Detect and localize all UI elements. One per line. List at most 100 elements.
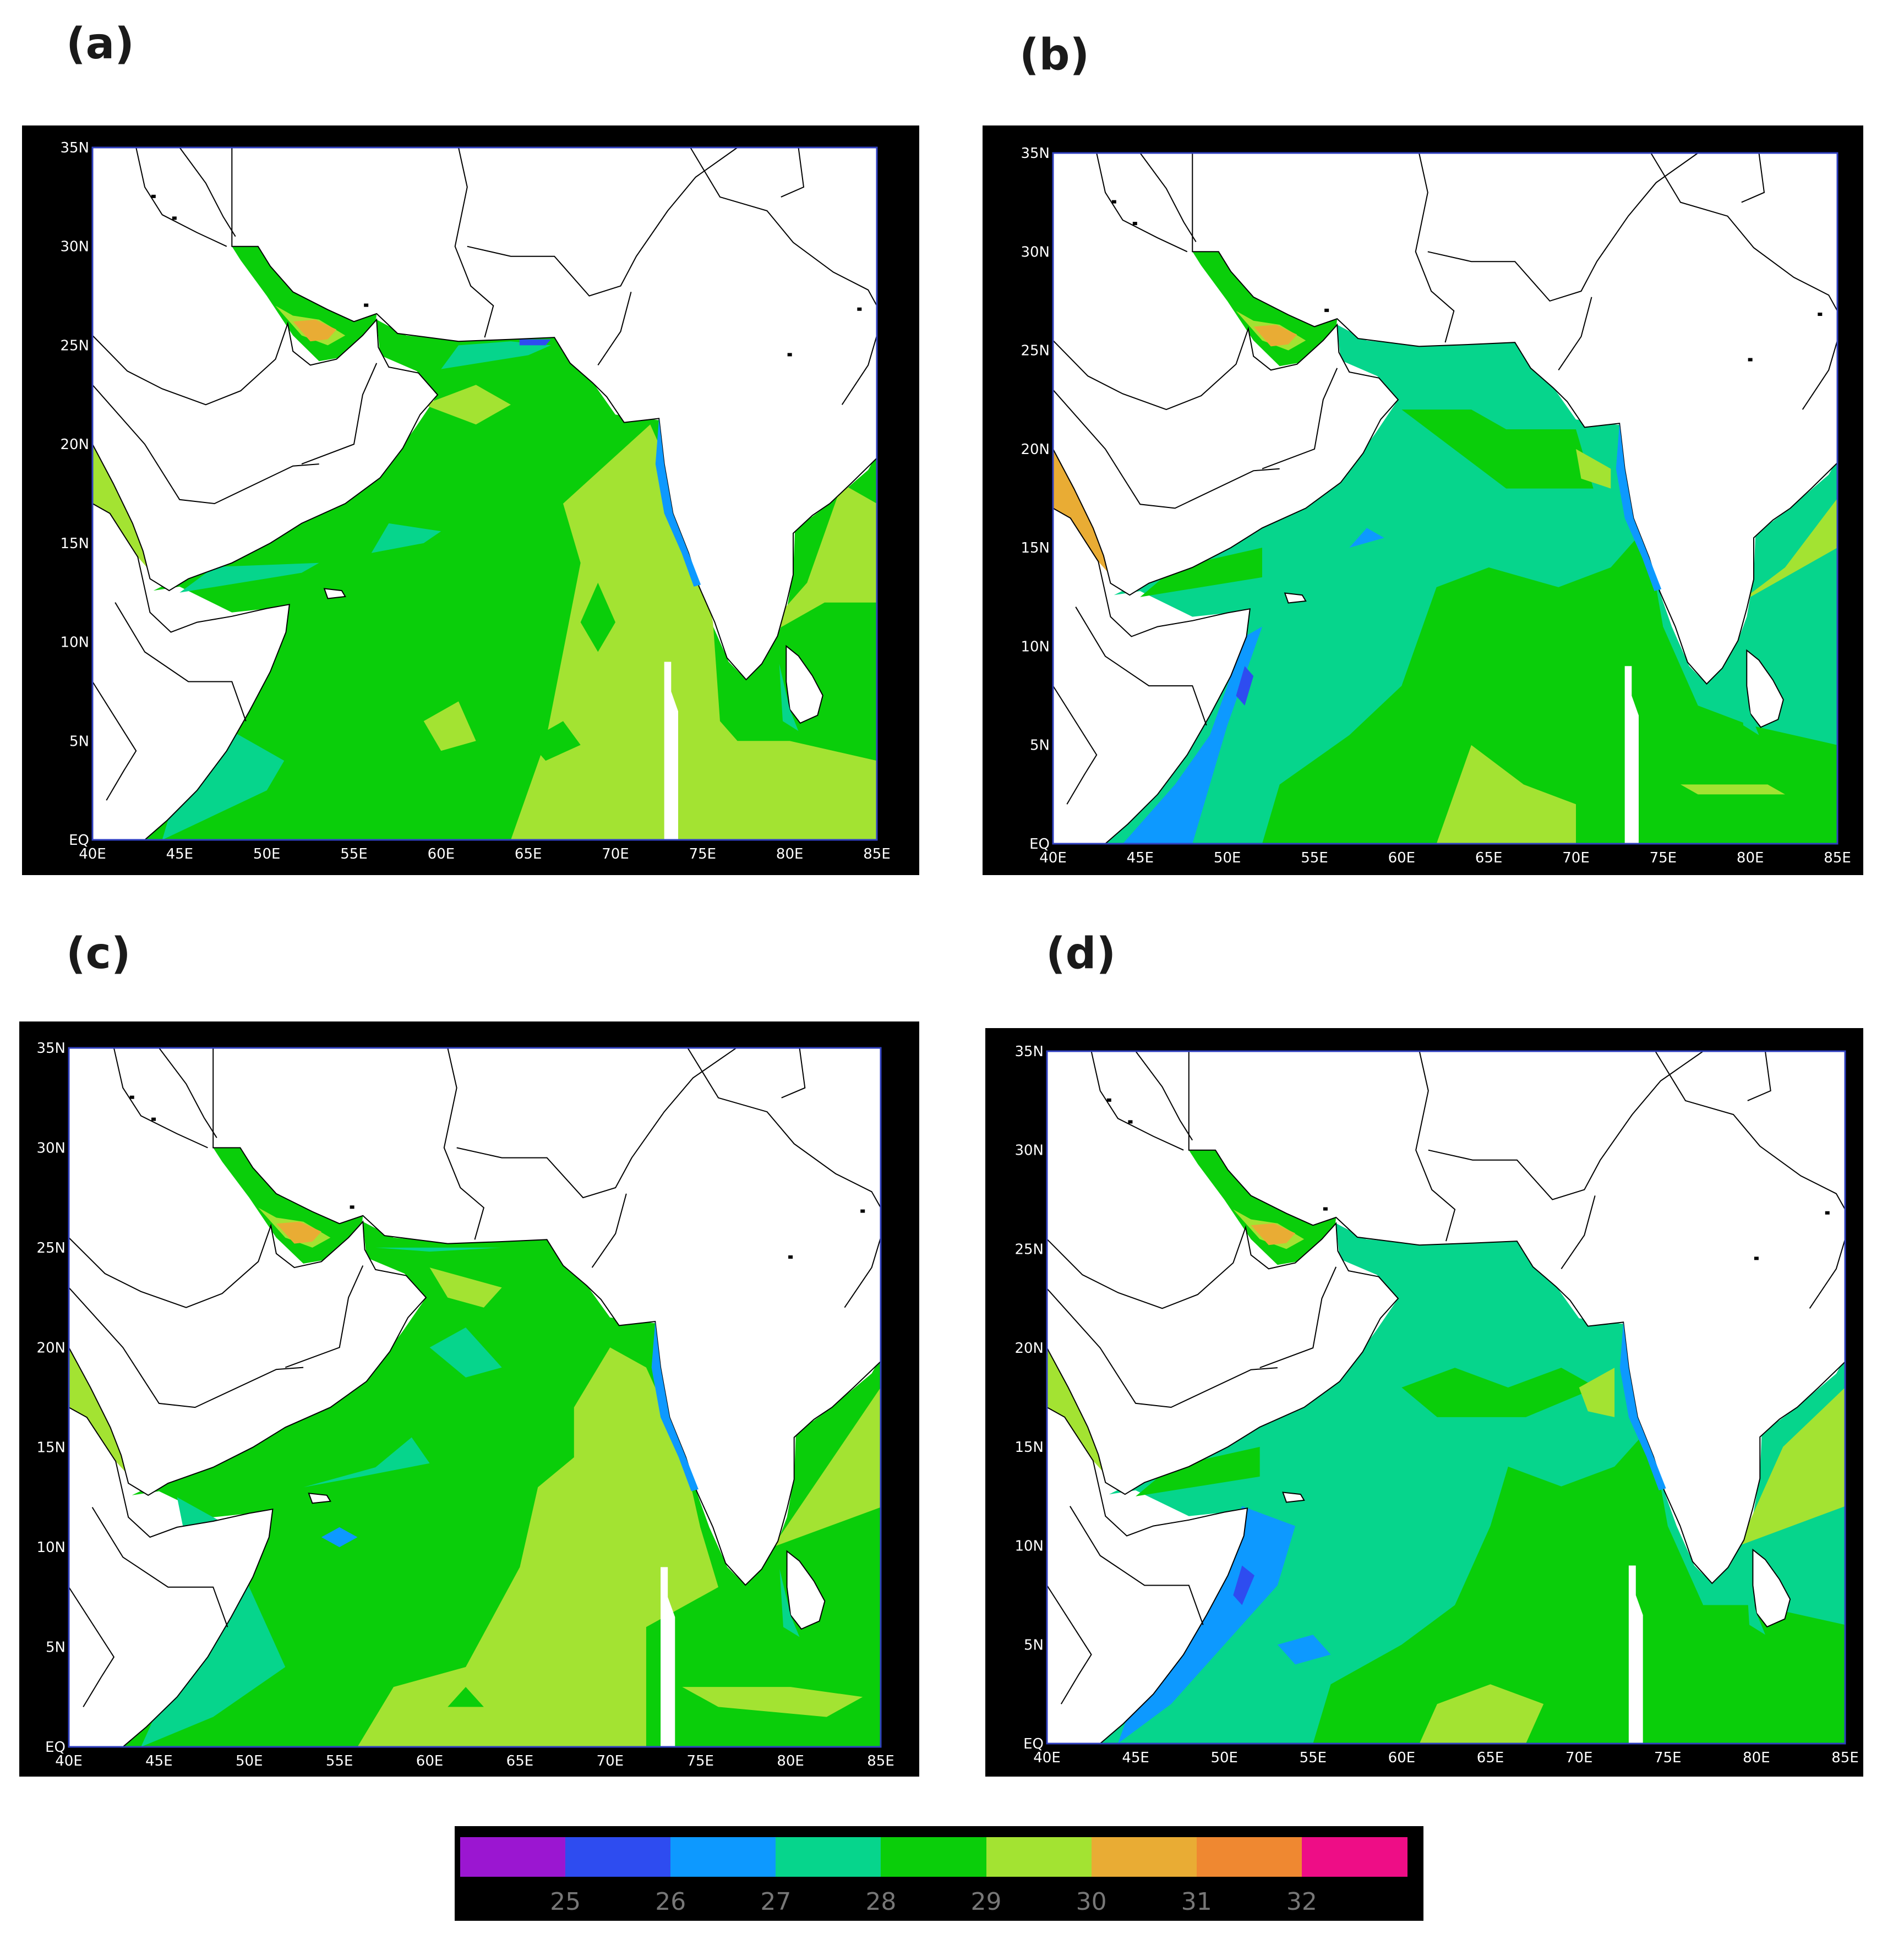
sri-lanka-land [786,1550,826,1630]
lon-tick-label: 40E [55,1753,83,1769]
country-border [1428,1051,1704,1200]
contour-patch [755,484,877,642]
contour-patch [429,1327,502,1378]
country-border [1052,389,1280,509]
coastal-strip [655,418,701,587]
sri-lanka-coastal [779,1569,800,1637]
island-mark [151,1117,156,1121]
lon-tick-label: 85E [1824,850,1851,866]
contour-patch [303,1437,430,1488]
island-mark [1324,308,1329,312]
country-border [1262,368,1338,469]
lon-tick-label: 60E [1388,850,1416,866]
maldives-chain [664,662,678,840]
colorbar-tick-label: 29 [970,1888,1002,1916]
lon-tick-label: 75E [1654,1750,1682,1766]
lat-tick-label: 20N [1014,1340,1044,1357]
arabia-land [1046,1222,1399,1495]
colorbar-swatch [670,1837,777,1877]
contour-patch [511,424,877,840]
lat-tick-label: 35N [1014,1044,1044,1060]
contour-patch [682,1687,863,1717]
arabia-land [1052,323,1399,596]
lat-tick-label: 20N [60,436,89,453]
ocean-field [105,1221,881,1747]
colorbar-tick-label: 27 [760,1888,792,1916]
lon-tick-label: 75E [686,1753,714,1769]
lon-tick-label: 45E [166,846,194,862]
country-border [1655,1051,1846,1210]
maldives-chain [1628,1565,1643,1744]
maldives-chain [1624,666,1639,844]
island-mark [787,353,792,357]
lat-tick-label: 25N [36,1240,66,1256]
africa-land [1046,1406,1248,1744]
island-mark [151,194,156,198]
lat-tick-label: 25N [1021,343,1050,359]
country-border [114,602,247,722]
country-border [1135,1051,1193,1141]
island-mark [857,307,862,311]
africa-land [92,502,290,840]
red-sea [1053,449,1111,576]
lon-tick-label: 50E [236,1753,263,1769]
lon-tick-label: 70E [602,846,629,862]
country-border [301,363,378,465]
contour-patch [1576,449,1611,489]
lon-tick-label: 55E [1300,1750,1327,1766]
country-border [781,1047,806,1099]
lat-tick-label: 5N [46,1640,66,1656]
map-c-svg: 40E 45E 50E 55E 60E 65E 70E 75E 80E 85E EQ 5N 10N 15N… [36,1040,894,1769]
lat-tick-label: 30N [36,1140,66,1156]
persian-gulf [1192,252,1338,367]
lon-tick-label: 70E [597,1753,624,1769]
red-sea [69,1347,129,1476]
map-d-svg: 40E 45E 50E 55E 60E 65E 70E 75E 80E 85E EQ 5N 10N 15N… [1014,1044,1858,1766]
lon-tick-label: 80E [1737,850,1764,866]
island-mark [1323,1207,1328,1211]
lat-tick-label: 15N [36,1440,66,1456]
red-sea [1047,1348,1106,1475]
lat-tick-label: 30N [60,239,89,255]
contour-patch [448,1687,484,1707]
contour-patch [375,1247,556,1252]
country-border [454,147,494,338]
lon-tick-label: 55E [340,846,368,862]
contour-patch [423,385,511,425]
lon-tick-label: 50E [253,846,281,862]
country-border [591,1193,627,1268]
sri-lanka-coastal [1745,1567,1765,1635]
country-border [456,1047,737,1199]
contour-patch [1140,548,1262,597]
lon-tick-label: 65E [1477,1750,1504,1766]
contour-patch [429,1268,502,1308]
island-mark [364,303,369,307]
coastal-strip [1616,423,1662,591]
country-border [285,1265,364,1368]
lon-tick-label: 40E [79,846,106,862]
contour-patch [371,523,441,553]
coastal-strip [1619,1322,1666,1490]
contour-patch [1401,1368,1597,1417]
lon-tick-label: 60E [416,1753,444,1769]
panel-label-c: (c) [66,929,131,979]
country-border [92,384,319,505]
country-border [690,147,877,306]
lon-tick-label: 50E [1210,1750,1238,1766]
persian-gulf-hot [276,1221,321,1244]
lat-tick-label: EQ [1023,1736,1044,1752]
island-mark [129,1095,134,1099]
lat-tick-label: 5N [1024,1637,1044,1653]
colorbar-swatch [1091,1837,1197,1877]
persian-gulf-hot [1253,325,1297,347]
lon-tick-label: 40E [1039,850,1067,866]
plot-border [1052,152,1838,845]
lon-tick-label: 85E [863,846,891,862]
contour-patch [1401,409,1594,489]
map-panel-a: 40E 45E 50E 55E 60E 65E 70E 75E 80E 85E EQ 5N 10N 15N… [22,125,919,875]
lon-tick-label: 45E [1127,850,1154,866]
lon-tick-label: 65E [506,1753,534,1769]
persian-gulf-hot [293,319,337,342]
lat-tick-label: 30N [1021,244,1050,260]
island-mark [1825,1211,1830,1215]
